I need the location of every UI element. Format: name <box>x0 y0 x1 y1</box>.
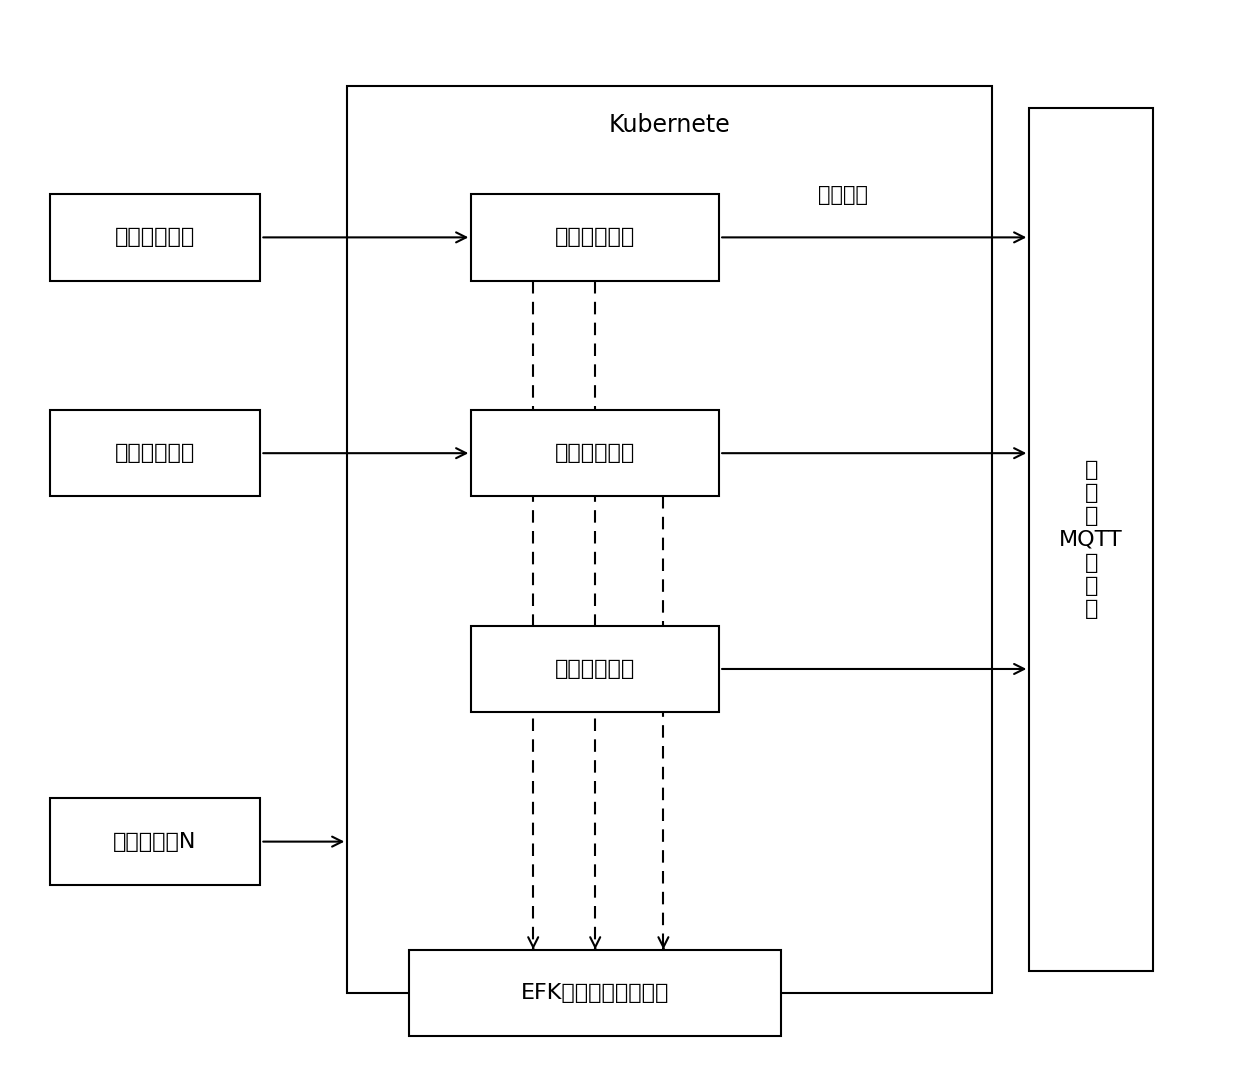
FancyBboxPatch shape <box>347 86 992 993</box>
Text: 客户端模拟器: 客户端模拟器 <box>556 443 635 463</box>
FancyBboxPatch shape <box>50 798 260 885</box>
Text: 连接请求: 连接请求 <box>818 185 868 205</box>
Text: 客户端模拟器: 客户端模拟器 <box>556 659 635 679</box>
Text: 测试服务器二: 测试服务器二 <box>115 443 195 463</box>
Text: EFK日志收集分析系统: EFK日志收集分析系统 <box>521 983 670 1002</box>
FancyBboxPatch shape <box>50 194 260 281</box>
Text: 测试服务器N: 测试服务器N <box>113 832 197 851</box>
FancyBboxPatch shape <box>471 626 719 712</box>
FancyBboxPatch shape <box>471 410 719 496</box>
FancyBboxPatch shape <box>50 410 260 496</box>
Text: 测试服务器一: 测试服务器一 <box>115 228 195 247</box>
Text: 物
联
网
MQTT
服
务
器: 物 联 网 MQTT 服 务 器 <box>1059 460 1123 619</box>
Text: Kubernete: Kubernete <box>609 113 730 137</box>
FancyBboxPatch shape <box>409 950 781 1036</box>
Text: 客户端模拟器: 客户端模拟器 <box>556 228 635 247</box>
FancyBboxPatch shape <box>1029 108 1153 971</box>
FancyBboxPatch shape <box>471 194 719 281</box>
